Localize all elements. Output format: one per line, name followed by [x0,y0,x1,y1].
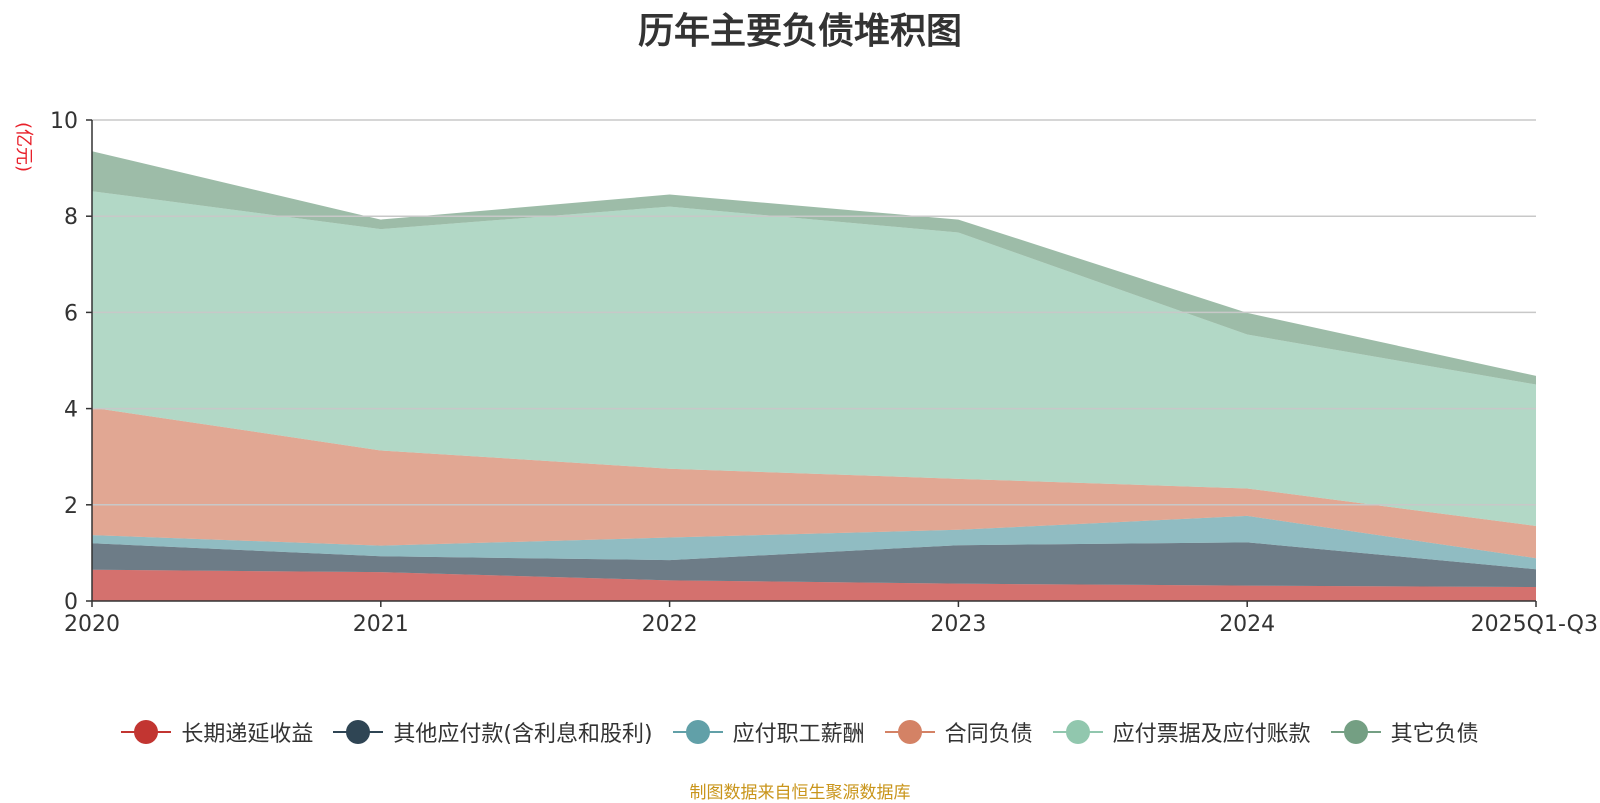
legend-item-4[interactable]: 应付票据及应付账款 [1052,716,1311,748]
y-tick-label-1: 2 [64,494,78,519]
series-area-1 [92,542,1536,588]
legend-marker-0 [121,720,172,744]
y-tick-label-5: 10 [50,109,78,134]
y-tick-label-3: 6 [64,301,78,326]
legend-marker-2 [672,720,723,744]
legend-label-3: 合同负债 [944,722,1033,747]
x-tick-label-2: 2022 [642,612,698,637]
legend-item-5[interactable]: 其它负债 [1330,716,1479,748]
chart-title: 历年主要负债堆积图 [637,11,962,52]
legend-label-5: 其它负债 [1390,722,1479,747]
series-area-4 [92,191,1536,526]
y-tick-label-4: 8 [64,205,78,230]
y-tick-label-0: 0 [64,590,78,615]
legend-marker-4 [1052,720,1103,744]
legend-item-2[interactable]: 应付职工薪酬 [672,716,865,748]
legend-label-2: 应付职工薪酬 [732,722,865,747]
legend-item-1[interactable]: 其他应付款(含利息和股利) [333,716,653,748]
x-tick-label-4: 2024 [1219,612,1275,637]
legend-marker-3 [884,720,935,744]
series-area-0 [92,569,1536,601]
x-tick-label-1: 2021 [353,612,409,637]
legend-label-4: 应付票据及应付账款 [1112,722,1311,747]
series-area-2 [92,515,1536,570]
x-tick-label-5: 2025Q1-Q3 [1471,612,1598,637]
legend-item-0[interactable]: 长期递延收益 [121,716,313,748]
x-tick-label-0: 2020 [64,612,120,637]
series-area-3 [92,407,1536,559]
chart-legend: 长期递延收益 其他应付款(含利息和股利) 应付职工薪酬 合同负债 应付票据及应付账款 其它… [0,716,1600,748]
y-tick-label-2: 4 [64,398,78,423]
source-note: 制图数据来自恒生聚源数据库 [689,783,911,803]
legend-item-3[interactable]: 合同负债 [884,716,1033,748]
legend-marker-1 [333,720,384,744]
legend-label-0: 长期递延收益 [181,722,314,747]
x-tick-label-3: 2023 [930,612,986,637]
legend-marker-5 [1330,720,1381,744]
legend-label-1: 其他应付款(含利息和股利) [393,722,653,747]
